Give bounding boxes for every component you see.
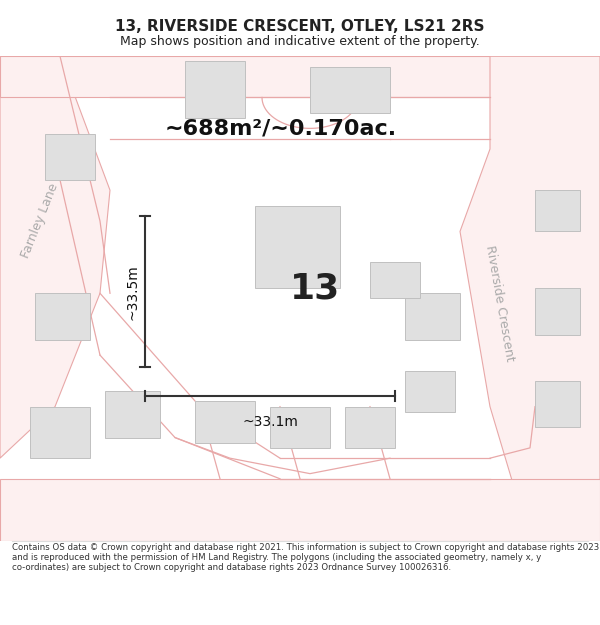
Polygon shape	[185, 61, 245, 118]
Polygon shape	[270, 407, 330, 448]
Polygon shape	[0, 56, 110, 458]
Polygon shape	[195, 401, 255, 442]
Polygon shape	[0, 56, 600, 98]
Polygon shape	[345, 407, 395, 448]
Text: 13, RIVERSIDE CRESCENT, OTLEY, LS21 2RS: 13, RIVERSIDE CRESCENT, OTLEY, LS21 2RS	[115, 19, 485, 34]
Text: 13: 13	[290, 271, 340, 305]
Polygon shape	[105, 391, 160, 438]
Polygon shape	[255, 206, 340, 288]
Text: Farnley Lane: Farnley Lane	[19, 182, 61, 261]
Polygon shape	[535, 381, 580, 428]
Polygon shape	[310, 66, 390, 113]
Polygon shape	[460, 56, 600, 541]
Polygon shape	[535, 190, 580, 231]
Text: ~688m²/~0.170ac.: ~688m²/~0.170ac.	[165, 118, 397, 138]
Polygon shape	[0, 479, 600, 541]
Text: Riverside Crescent: Riverside Crescent	[484, 244, 517, 362]
Polygon shape	[30, 407, 90, 458]
Polygon shape	[535, 288, 580, 334]
Polygon shape	[370, 262, 420, 298]
Text: ~33.5m: ~33.5m	[126, 264, 140, 319]
Polygon shape	[405, 371, 455, 412]
Text: Contains OS data © Crown copyright and database right 2021. This information is : Contains OS data © Crown copyright and d…	[12, 542, 599, 572]
Text: ~33.1m: ~33.1m	[242, 415, 298, 429]
Polygon shape	[45, 134, 95, 180]
Polygon shape	[405, 293, 460, 339]
Text: Map shows position and indicative extent of the property.: Map shows position and indicative extent…	[120, 36, 480, 48]
Polygon shape	[35, 293, 90, 339]
